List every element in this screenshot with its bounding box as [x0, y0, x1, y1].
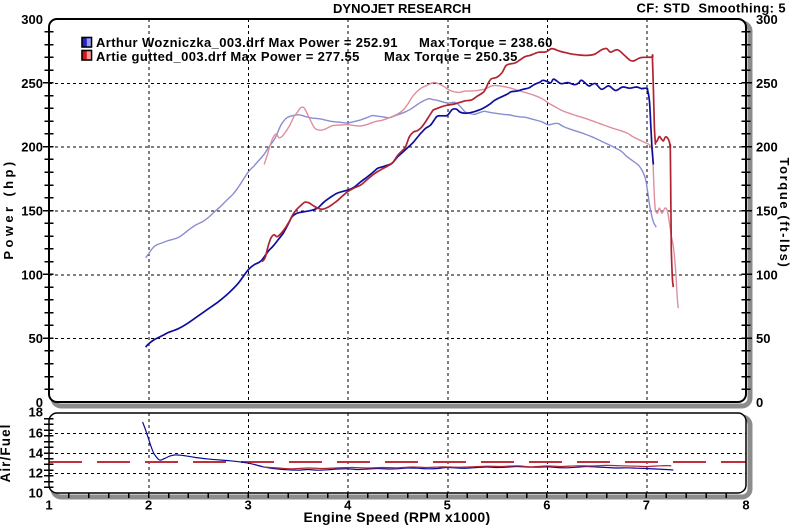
svg-text:Engine Speed (RPM x1000): Engine Speed (RPM x1000) [304, 509, 491, 525]
svg-text:Max Torque = 238.60: Max Torque = 238.60 [419, 35, 553, 50]
svg-text:CF: STD Smoothing: 5: CF: STD Smoothing: 5 [636, 1, 786, 16]
svg-text:18: 18 [29, 405, 43, 420]
svg-text:0: 0 [36, 395, 43, 410]
svg-text:Arthur Wozniczka_003.drf Max P: Arthur Wozniczka_003.drf Max Power = 252… [96, 35, 398, 50]
svg-text:100: 100 [756, 267, 778, 282]
svg-text:0: 0 [756, 395, 763, 410]
svg-text:Torque (ft-lbs): Torque (ft-lbs) [777, 158, 792, 269]
svg-text:12: 12 [29, 466, 43, 481]
svg-text:50: 50 [29, 331, 43, 346]
svg-text:250: 250 [21, 76, 43, 91]
svg-text:250: 250 [756, 76, 778, 91]
svg-text:5: 5 [444, 498, 451, 513]
svg-text:Power (hp): Power (hp) [1, 158, 16, 259]
svg-text:150: 150 [756, 204, 778, 219]
svg-text:50: 50 [756, 331, 770, 346]
svg-text:3: 3 [244, 498, 251, 513]
svg-text:150: 150 [21, 204, 43, 219]
svg-text:6: 6 [543, 498, 550, 513]
svg-text:300: 300 [21, 12, 43, 27]
svg-text:Artie gutted_003.drf Max Power: Artie gutted_003.drf Max Power = 277.55 [96, 49, 360, 64]
svg-text:200: 200 [21, 140, 43, 155]
svg-text:200: 200 [756, 140, 778, 155]
svg-text:100: 100 [21, 267, 43, 282]
svg-text:8: 8 [742, 498, 749, 513]
svg-text:Air/Fuel: Air/Fuel [0, 423, 13, 482]
svg-text:10: 10 [29, 486, 43, 501]
svg-text:Max Torque = 250.35: Max Torque = 250.35 [384, 49, 518, 64]
svg-text:4: 4 [344, 498, 352, 513]
svg-text:1: 1 [45, 498, 52, 513]
svg-text:14: 14 [29, 446, 44, 461]
svg-text:2: 2 [145, 498, 152, 513]
svg-text:7: 7 [643, 498, 650, 513]
svg-text:DYNOJET RESEARCH: DYNOJET RESEARCH [333, 1, 471, 16]
svg-text:16: 16 [29, 426, 43, 441]
svg-text:300: 300 [756, 12, 778, 27]
